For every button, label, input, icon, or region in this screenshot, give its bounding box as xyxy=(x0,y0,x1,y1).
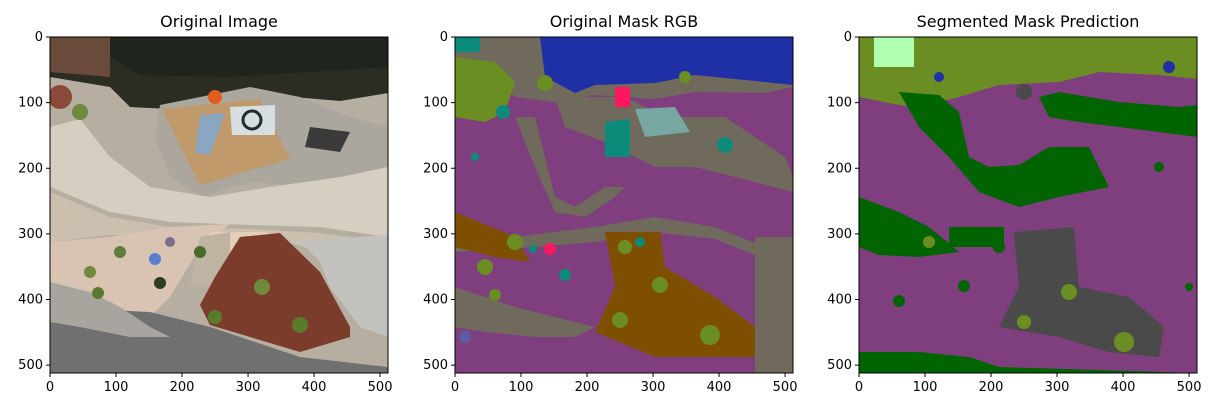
y-tick-label: 300 xyxy=(18,227,43,242)
panel-title: Original Image xyxy=(160,12,278,31)
axes-frame xyxy=(49,36,389,374)
panel-title: Original Mask RGB xyxy=(550,12,698,31)
y-tick-label: 500 xyxy=(423,358,448,373)
x-tick-label: 400 xyxy=(707,380,732,395)
y-tick-label: 200 xyxy=(18,161,43,176)
x-tick-label: 400 xyxy=(1111,380,1136,395)
y-tick-label: 200 xyxy=(423,161,448,176)
x-tick-label: 100 xyxy=(509,380,534,395)
x-tick-label: 500 xyxy=(368,380,393,395)
panel-original-image: Original Image xyxy=(18,12,392,395)
axes-frame xyxy=(858,36,1198,374)
y-tick-label: 500 xyxy=(827,358,852,373)
x-tick-label: 300 xyxy=(236,380,261,395)
y-tick-label: 400 xyxy=(827,293,852,308)
photo-image xyxy=(50,37,388,373)
y-tick-label: 300 xyxy=(423,227,448,242)
x-tick-label: 200 xyxy=(575,380,600,395)
panel-original-mask: Original Mask RGB xyxy=(423,12,797,395)
x-tick-label: 0 xyxy=(855,380,863,395)
x-tick-label: 0 xyxy=(46,380,54,395)
y-tick-label: 0 xyxy=(35,30,43,45)
y-tick-label: 400 xyxy=(423,293,448,308)
x-tick-label: 500 xyxy=(773,380,798,395)
y-tick-label: 100 xyxy=(18,96,43,111)
x-tick-label: 100 xyxy=(913,380,938,395)
x-tick-label: 100 xyxy=(104,380,129,395)
y-tick-label: 500 xyxy=(18,358,43,373)
panel-segmented-prediction: Segmented Mask Prediction 0 xyxy=(827,12,1201,395)
x-tick-label: 300 xyxy=(1045,380,1070,395)
y-tick-label: 200 xyxy=(827,161,852,176)
mask-image xyxy=(455,37,793,373)
y-tick-label: 0 xyxy=(844,30,852,45)
y-tick-label: 300 xyxy=(827,227,852,242)
x-tick-label: 200 xyxy=(979,380,1004,395)
prediction-image xyxy=(859,37,1197,373)
y-tick-label: 400 xyxy=(18,293,43,308)
y-tick-label: 0 xyxy=(440,30,448,45)
x-tick-label: 200 xyxy=(170,380,195,395)
y-tick-label: 100 xyxy=(423,96,448,111)
panel-title: Segmented Mask Prediction xyxy=(917,12,1140,31)
x-tick-label: 0 xyxy=(451,380,459,395)
x-tick-label: 300 xyxy=(641,380,666,395)
x-tick-label: 500 xyxy=(1177,380,1202,395)
x-tick-label: 400 xyxy=(302,380,327,395)
axes-frame xyxy=(454,36,794,374)
y-tick-label: 100 xyxy=(827,96,852,111)
